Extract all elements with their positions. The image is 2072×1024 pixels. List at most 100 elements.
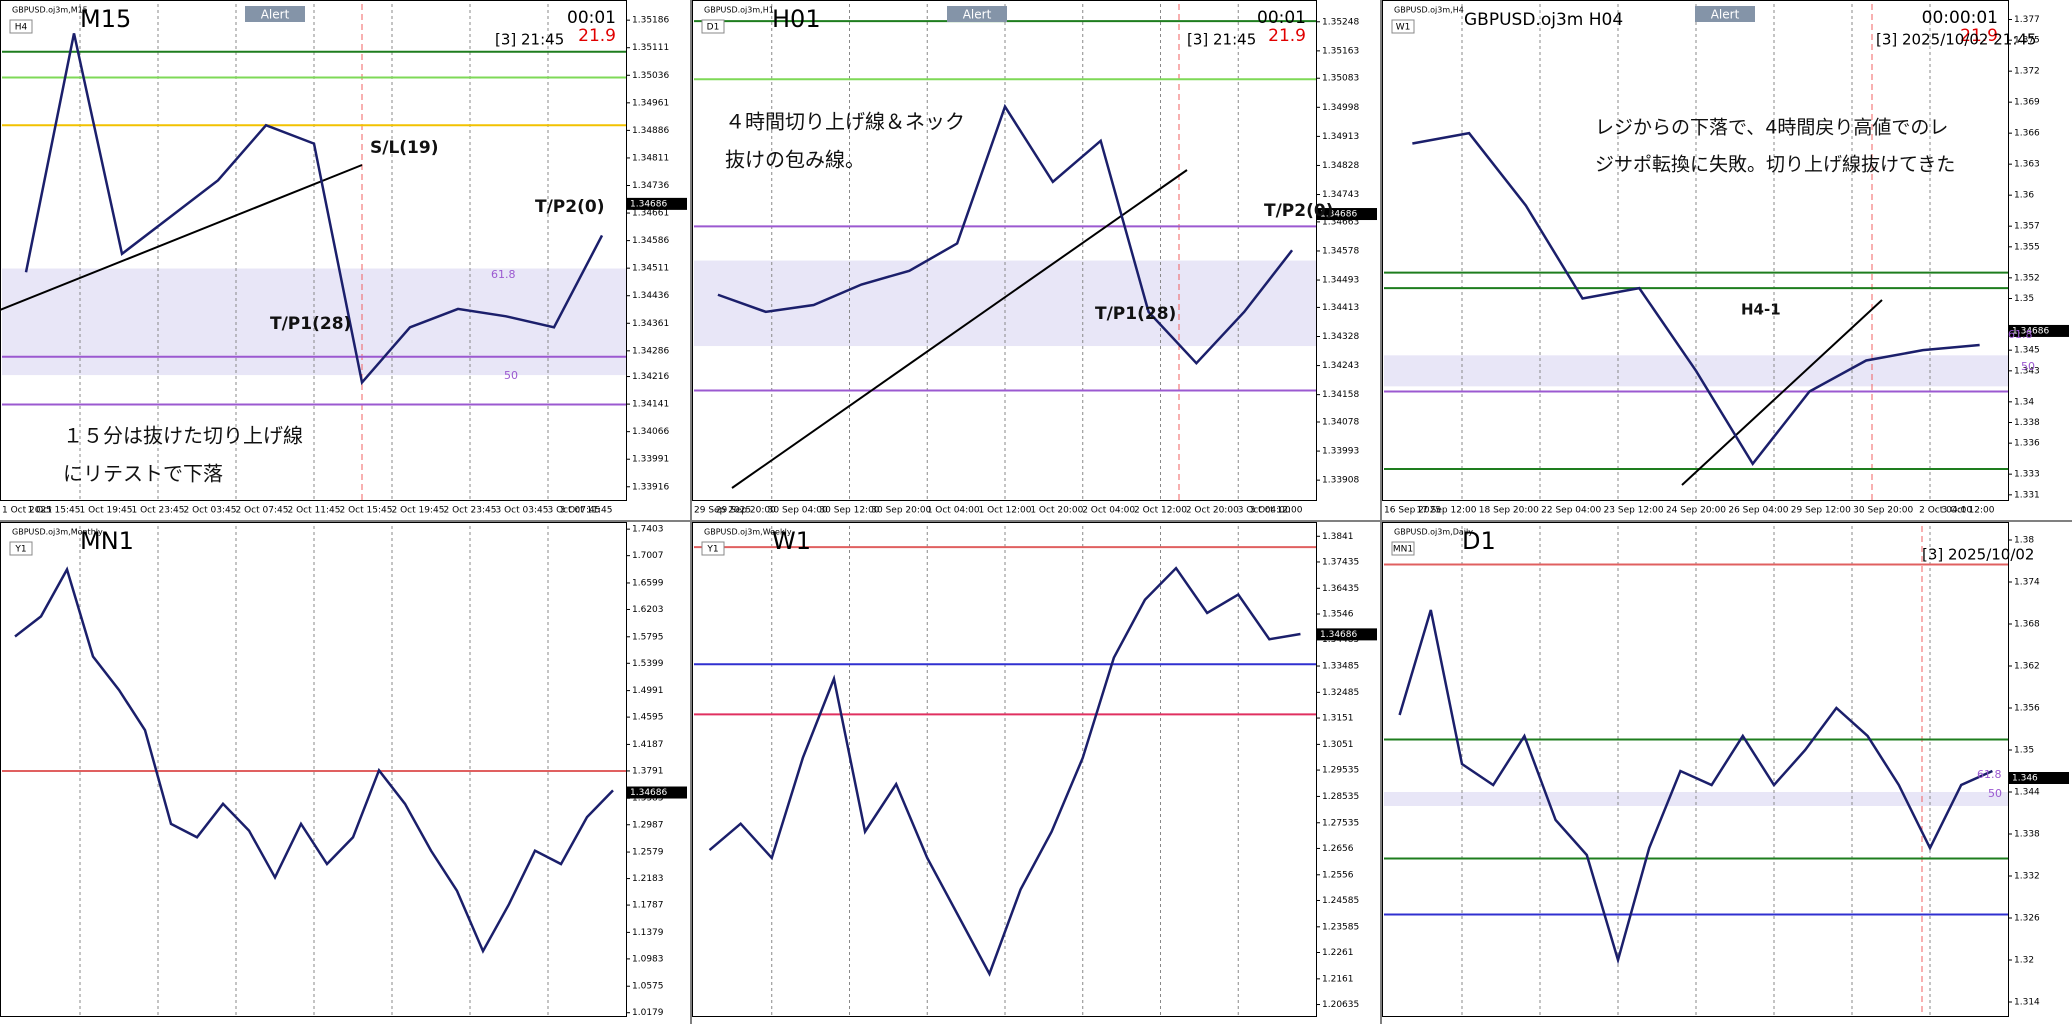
- plot-frame: [0, 0, 627, 501]
- y-tick-label: 1.355: [2014, 242, 2040, 252]
- y-tick-label: 1.34243: [1322, 361, 1359, 371]
- y-tick-label: 1.34: [2014, 397, 2034, 407]
- x-tick-label: 17 Sep 12:00: [1416, 506, 1476, 516]
- annotation: 50: [504, 369, 518, 382]
- y-tick-label: 1.35036: [632, 71, 669, 81]
- price-tag-bg: [627, 197, 687, 210]
- y-tick-label: 1.2261: [1322, 948, 1354, 958]
- timer: 00:01: [567, 8, 616, 28]
- annotation: 抜けの包み線。: [725, 148, 865, 172]
- spread: 21.9: [578, 26, 616, 46]
- timeframe-badge: W1: [1396, 23, 1411, 33]
- x-tick-label: 30 Sep 20:00: [871, 506, 931, 516]
- chart-title: D1: [1462, 527, 1496, 555]
- x-tick-label: 2 Oct 03:45: [184, 506, 237, 516]
- chart-panel: 1.35248 1.35163 1.35083 1.34998 1.34913 1.348…: [692, 0, 1380, 520]
- x-tick-label: 1 Oct 15:45: [28, 506, 81, 516]
- y-tick-label: 1.3383: [632, 794, 664, 804]
- y-tick-label: 1.34141: [632, 400, 669, 410]
- current-price: 1.34686: [2012, 326, 2049, 336]
- y-tick-label: 1.33916: [632, 482, 669, 492]
- x-tick-label: 2 Oct 07:45: [236, 506, 289, 516]
- annotation: にリテストで下落: [63, 462, 223, 486]
- timeframe-badge-bg: [1391, 541, 1415, 556]
- y-tick-label: 1.356: [2014, 704, 2040, 714]
- x-tick-label: 2 Oct 20:00: [1186, 506, 1239, 516]
- annotation: 61.8: [491, 268, 516, 281]
- x-tick-label: 1 Oct 19:45: [80, 506, 133, 516]
- y-tick-label: 1.2987: [632, 820, 664, 830]
- y-tick-label: 1.33908: [1322, 476, 1359, 486]
- y-tick-label: 1.34913: [1322, 132, 1359, 142]
- y-tick-label: 1.374: [2014, 578, 2040, 588]
- alert-label[interactable]: Alert: [963, 8, 992, 22]
- x-tick-label: 29 Sep 20:00: [716, 506, 776, 516]
- x-tick-label: 24 Sep 20:00: [1666, 506, 1726, 516]
- y-tick-label: 1.34216: [632, 372, 669, 382]
- spread: 21.9: [1960, 26, 1998, 46]
- y-tick-label: 1.3546: [1322, 609, 1354, 619]
- y-tick-label: 1.7403: [632, 525, 664, 535]
- x-tick-label: 30 Sep 12:00: [819, 506, 879, 516]
- chart-panel: 1.7403 1.7007 1.6599 1.6203 1.5795 1.5399 1.49…: [0, 522, 690, 1024]
- y-tick-label: 1.34328: [1322, 332, 1359, 342]
- price-line: [14, 566, 614, 954]
- chart-title: GBPUSD.oj3m H04: [1464, 10, 1623, 30]
- y-tick-label: 1.375: [2014, 36, 2040, 46]
- y-tick-label: 1.38: [2014, 536, 2034, 546]
- y-tick-label: 1.362: [2014, 662, 2040, 672]
- y-tick-label: 1.0983: [632, 954, 664, 964]
- y-tick-label: 1.3841: [1322, 532, 1354, 542]
- current-price: 1.346: [2012, 774, 2038, 784]
- x-tick-label: 1 Oct 23:45: [132, 506, 185, 516]
- timeframe-badge-bg: [701, 541, 725, 556]
- plot-frame: [1382, 0, 2009, 501]
- y-tick-label: 1.34736: [632, 181, 669, 191]
- y-tick-label: 1.27535: [1322, 818, 1359, 828]
- x-tick-label: 2 Oct 19:45: [392, 506, 445, 516]
- x-tick-label: 29 Sep 2025: [694, 506, 751, 516]
- x-tick-label: 1 Oct 2025: [2, 506, 52, 516]
- y-tick-label: 1.34961: [632, 98, 669, 108]
- y-tick-label: 1.34811: [632, 153, 669, 163]
- chart-panel: 1.377 1.375 1.372 1.369 1.366 1.363 1.36 1.357 1…: [1382, 0, 2072, 520]
- y-tick-label: 1.352: [2014, 273, 2040, 283]
- annotation: 61.8: [1977, 768, 2002, 781]
- x-tick-label: 3 Oct 12:00: [1250, 506, 1303, 516]
- spread: 21.9: [1268, 26, 1306, 46]
- x-tick-label: 30 Sep 20:00: [1853, 506, 1913, 516]
- annotation: S/L(19): [370, 138, 438, 158]
- symbol-label: GBPUSD.oj3m,Weekly: [704, 528, 792, 537]
- y-tick-label: 1.3051: [1322, 740, 1354, 750]
- annotation: 50: [2021, 360, 2035, 373]
- y-tick-label: 1.331: [2014, 490, 2040, 500]
- annotation: T/P2(0): [535, 197, 604, 217]
- y-tick-label: 1.2161: [1322, 974, 1354, 984]
- y-tick-label: 1.34158: [1322, 390, 1359, 400]
- chart-panel: 1.35186 1.35111 1.35036 1.34961 1.34886 1.348…: [0, 0, 690, 520]
- y-tick-label: 1.34511: [632, 264, 669, 274]
- x-tick-label: 29 Sep 12:00: [1791, 506, 1851, 516]
- y-tick-label: 1.36435: [1322, 584, 1359, 594]
- y-tick-label: 1.344: [2014, 788, 2040, 798]
- alert-button: [947, 6, 1007, 22]
- current-price: 1.34686: [1320, 630, 1357, 640]
- y-tick-label: 1.34436: [632, 291, 669, 301]
- y-tick-label: 1.33485: [1322, 662, 1359, 672]
- x-tick-label: 23 Sep 12:00: [1604, 506, 1664, 516]
- y-tick-label: 1.4595: [632, 713, 664, 723]
- alert-button: [1695, 6, 1755, 22]
- trend-line: [1681, 299, 1883, 486]
- y-tick-label: 1.7007: [632, 551, 664, 561]
- trend-line: [0, 164, 363, 311]
- timer: 00:00:01: [1922, 8, 1998, 28]
- annotation: １５分は抜けた切り上げ線: [63, 424, 303, 448]
- annotation: 50: [1988, 787, 2002, 800]
- plot-frame: [692, 522, 1317, 1017]
- x-tick-label: 3 Oct 04:00: [1238, 506, 1291, 516]
- alert-label[interactable]: Alert: [1711, 8, 1740, 22]
- alert-label[interactable]: Alert: [261, 8, 290, 22]
- y-tick-label: 1.35163: [1322, 46, 1359, 56]
- annotation: H4-1: [1741, 301, 1781, 319]
- y-tick-label: 1.369: [2014, 98, 2040, 108]
